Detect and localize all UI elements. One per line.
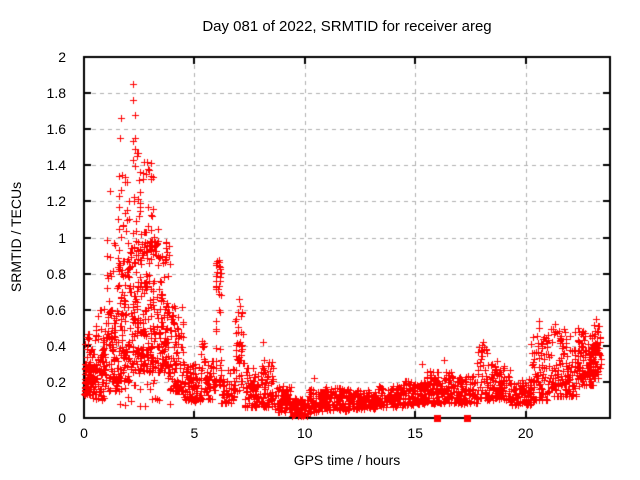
y-tick-label: 1.8 bbox=[46, 85, 66, 102]
y-tick-label: 0.2 bbox=[46, 373, 66, 390]
y-tick-label: 0.8 bbox=[46, 265, 66, 282]
x-tick-label: 15 bbox=[407, 425, 423, 441]
x-tick-label: 5 bbox=[190, 425, 199, 441]
chart-title: Day 081 of 2022, SRMTID for receiver are… bbox=[202, 18, 492, 35]
x-axis-title: GPS time / hours bbox=[293, 452, 401, 468]
y-tick-label: 1.6 bbox=[46, 121, 66, 138]
y-tick-label: 0.6 bbox=[46, 301, 66, 318]
y-tick-label: 2 bbox=[58, 49, 66, 65]
y-tick-label: 1 bbox=[58, 229, 66, 246]
y-tick-label: 1.4 bbox=[46, 157, 66, 174]
x-tick-label: 0 bbox=[80, 425, 88, 441]
x-tick-label: 10 bbox=[297, 425, 313, 441]
y-tick-label: 1.2 bbox=[46, 193, 66, 210]
x-tick-label: 20 bbox=[517, 425, 534, 441]
y-tick-label: 0 bbox=[58, 410, 66, 426]
y-tick-label: 0.4 bbox=[46, 337, 66, 354]
